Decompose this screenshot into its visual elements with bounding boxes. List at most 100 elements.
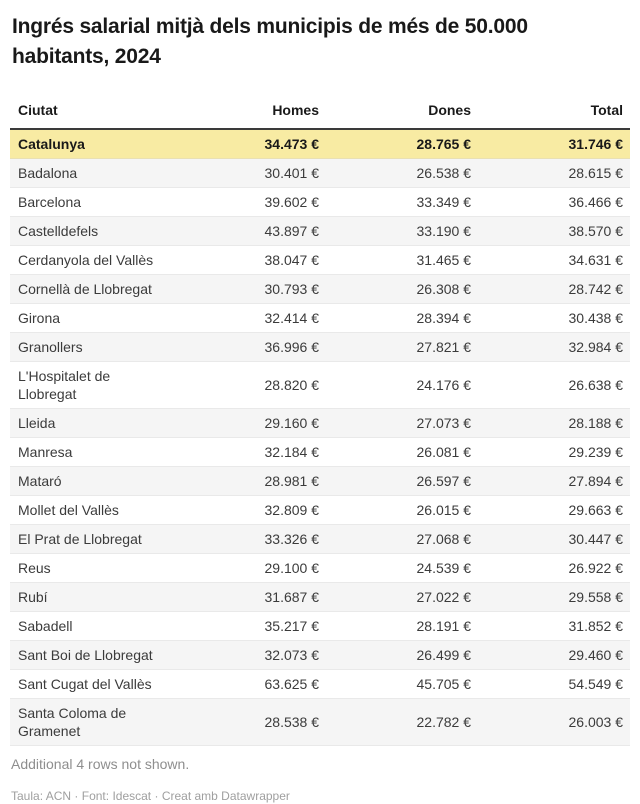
dones-value-cell: 24.176 € — [326, 361, 478, 409]
city-cell: Castelldefels — [10, 216, 176, 246]
dones-value-cell: 45.705 € — [326, 669, 478, 699]
total-value-cell: 32.984 € — [478, 332, 630, 362]
dones-value-cell: 24.539 € — [326, 553, 478, 583]
attribution-table-label: Taula: — [11, 788, 44, 803]
homes-value-cell: 32.809 € — [176, 495, 326, 525]
homes-value-cell: 36.996 € — [176, 332, 326, 362]
page-title: Ingrés salarial mitjà dels municipis de … — [12, 15, 528, 69]
city-cell: Rubí — [10, 582, 176, 612]
total-value-cell: 38.570 € — [478, 216, 630, 246]
homes-value-cell: 43.897 € — [176, 216, 326, 246]
dones-value-cell: 33.190 € — [326, 216, 478, 246]
dones-value-cell: 26.015 € — [326, 495, 478, 525]
total-value-cell: 29.460 € — [478, 640, 630, 670]
total-value-cell: 30.447 € — [478, 524, 630, 554]
table-row: Granollers 36.996 €27.821 €32.984 € — [10, 332, 630, 362]
homes-value-cell: 30.401 € — [176, 158, 326, 188]
total-value-cell: 54.549 € — [478, 669, 630, 699]
total-value-cell: 31.852 € — [478, 611, 630, 641]
table-row: Sabadell 35.217 €28.191 €31.852 € — [10, 611, 630, 641]
city-cell: Cornellà de Llobregat — [10, 274, 176, 304]
column-header-dones: Dones — [326, 90, 478, 130]
table-row: L'Hospitalet de Llobregat 28.820 €24.176 … — [10, 361, 630, 409]
total-value-cell: 27.894 € — [478, 466, 630, 496]
city-cell: Manresa — [10, 437, 176, 467]
city-cell: El Prat de Llobregat — [10, 524, 176, 554]
column-header-homes: Homes — [176, 90, 326, 130]
dones-value-cell: 26.597 € — [326, 466, 478, 496]
total-value-cell: 26.638 € — [478, 361, 630, 409]
city-cell: Sant Cugat del Vallès — [10, 669, 176, 699]
total-value-cell: 29.663 € — [478, 495, 630, 525]
table-header-row: Ciutat Homes Dones Total — [10, 90, 630, 130]
city-cell: Badalona — [10, 158, 176, 188]
table-body: Catalunya 34.473 €28.765 €31.746 € Badalon… — [10, 128, 630, 746]
total-value-cell: 28.615 € — [478, 158, 630, 188]
homes-value-cell: 28.820 € — [176, 361, 326, 409]
column-header-total: Total — [478, 90, 630, 130]
table-row: Badalona 30.401 €26.538 €28.615 € — [10, 158, 630, 188]
total-value-cell: 36.466 € — [478, 187, 630, 217]
table-row: Reus 29.100 €24.539 €26.922 € — [10, 553, 630, 583]
city-cell: Girona — [10, 303, 176, 333]
city-cell: Sabadell — [10, 611, 176, 641]
dones-value-cell: 33.349 € — [326, 187, 478, 217]
attribution-separator: · — [74, 788, 79, 803]
table-row: Cerdanyola del Vallès 38.047 €31.465 €34.… — [10, 245, 630, 275]
city-cell: Reus — [10, 553, 176, 583]
dones-value-cell: 26.081 € — [326, 437, 478, 467]
homes-value-cell: 30.793 € — [176, 274, 326, 304]
city-cell: Barcelona — [10, 187, 176, 217]
dones-value-cell: 27.022 € — [326, 582, 478, 612]
dones-value-cell: 26.538 € — [326, 158, 478, 188]
dones-value-cell: 26.308 € — [326, 274, 478, 304]
homes-value-cell: 38.047 € — [176, 245, 326, 275]
total-value-cell: 30.438 € — [478, 303, 630, 333]
city-cell: Lleida — [10, 408, 176, 438]
dones-value-cell: 26.499 € — [326, 640, 478, 670]
city-cell: Mollet del Vallès — [10, 495, 176, 525]
table-row: Catalunya 34.473 €28.765 €31.746 € — [10, 128, 630, 159]
homes-value-cell: 33.326 € — [176, 524, 326, 554]
table-row: Rubí 31.687 €27.022 €29.558 € — [10, 582, 630, 612]
total-value-cell: 29.239 € — [478, 437, 630, 467]
city-cell: Catalunya — [10, 128, 176, 159]
attribution-datawrapper-credit-link[interactable]: Creat amb Datawrapper — [161, 788, 290, 803]
table-row: Cornellà de Llobregat 30.793 €26.308 €28.… — [10, 274, 630, 304]
homes-value-cell: 32.414 € — [176, 303, 326, 333]
total-value-cell: 28.742 € — [478, 274, 630, 304]
table-row: Santa Coloma de Gramenet 28.538 €22.782 €… — [10, 698, 630, 746]
homes-value-cell: 31.687 € — [176, 582, 326, 612]
homes-value-cell: 35.217 € — [176, 611, 326, 641]
homes-value-cell: 32.073 € — [176, 640, 326, 670]
homes-value-cell: 29.160 € — [176, 408, 326, 438]
column-header-ciutat: Ciutat — [10, 90, 176, 130]
homes-value-cell: 34.473 € — [176, 128, 326, 159]
total-value-cell: 29.558 € — [478, 582, 630, 612]
city-cell: Granollers — [10, 332, 176, 362]
homes-value-cell: 29.100 € — [176, 553, 326, 583]
homes-value-cell: 28.538 € — [176, 698, 326, 746]
total-value-cell: 34.631 € — [478, 245, 630, 275]
dones-value-cell: 27.073 € — [326, 408, 478, 438]
homes-value-cell: 39.602 € — [176, 187, 326, 217]
homes-value-cell: 28.981 € — [176, 466, 326, 496]
table-row: Castelldefels 43.897 €33.190 €38.570 € — [10, 216, 630, 246]
total-value-cell: 26.922 € — [478, 553, 630, 583]
total-value-cell: 26.003 € — [478, 698, 630, 746]
dones-value-cell: 27.068 € — [326, 524, 478, 554]
city-cell: Sant Boi de Llobregat — [10, 640, 176, 670]
dones-value-cell: 22.782 € — [326, 698, 478, 746]
table-row: Mollet del Vallès 32.809 €26.015 €29.663 … — [10, 495, 630, 525]
attribution-font-source-link[interactable]: Idescat — [112, 788, 152, 803]
attribution-table-source-link[interactable]: ACN — [45, 788, 72, 803]
dones-value-cell: 27.821 € — [326, 332, 478, 362]
rows-not-shown-note: Additional 4 rows not shown. — [11, 755, 190, 772]
table-row: Lleida 29.160 €27.073 €28.188 € — [10, 408, 630, 438]
dones-value-cell: 28.394 € — [326, 303, 478, 333]
homes-value-cell: 63.625 € — [176, 669, 326, 699]
dones-value-cell: 31.465 € — [326, 245, 478, 275]
table-row: Mataró 28.981 €26.597 €27.894 € — [10, 466, 630, 496]
dones-value-cell: 28.191 € — [326, 611, 478, 641]
